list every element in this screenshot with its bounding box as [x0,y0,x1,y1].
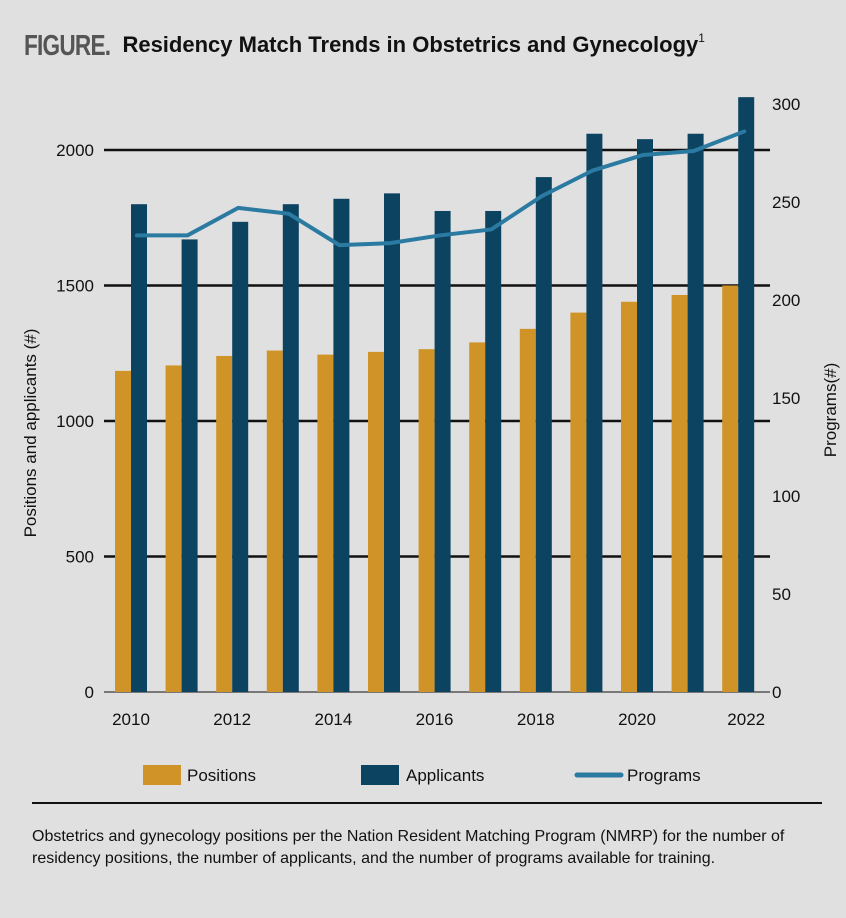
figure-title-text: Residency Match Trends in Obstetrics and… [122,32,699,57]
applicants-bar-2020 [637,139,653,692]
right-tick-0: 0 [772,683,781,702]
applicants-bar-2010 [131,204,147,692]
left-tick-1000: 1000 [56,412,94,431]
figure-title: Residency Match Trends in Obstetrics and… [122,31,705,57]
applicants-bar-2022 [738,97,755,692]
right-tick-150: 150 [772,389,800,408]
footnote-marker: 1 [698,31,705,45]
positions-bar-2021 [671,294,688,692]
figure-title-row: FIGURE. Residency Match Trends in Obstet… [24,30,824,63]
applicants-bar-2014 [333,198,350,692]
positions-bar-2014 [317,354,334,692]
applicants-bar-2021 [687,133,704,693]
positions-bar-2017 [469,342,486,692]
legend-applicants-swatch [361,765,399,785]
applicants-bar-2013 [282,204,299,692]
right-tick-200: 200 [772,291,800,310]
left-tick-500: 500 [66,548,94,567]
positions-bar-2019 [570,312,587,692]
figure-caption: Obstetrics and gynecology positions per … [32,828,785,867]
right-tick-100: 100 [772,487,800,506]
left-axis-label: Positions and applicants (#) [21,329,40,538]
x-tick-2010: 2010 [112,710,150,729]
applicants-bar-2015 [384,193,400,693]
legend: Positions Applicants Programs [143,765,701,785]
legend-positions-swatch [143,765,181,785]
positions-bar-2013 [266,350,283,692]
positions-bar-2012 [216,355,233,692]
positions-bar-2015 [368,351,384,692]
applicants-bar-2011 [181,239,198,692]
x-tick-2022: 2022 [727,710,765,729]
left-tick-0: 0 [85,683,94,702]
applicants-bar-2018 [535,177,552,693]
right-axis: 0 50 100 150 200 250 300 [772,95,800,702]
positions-bar-2022 [722,285,739,692]
right-tick-300: 300 [772,95,800,114]
chart-svg: 0 500 1000 1500 2000 0 50 100 150 200 250 300 2010… [21,95,840,785]
x-tick-2012: 2012 [213,710,251,729]
x-tick-2014: 2014 [314,710,352,729]
programs-line [135,129,747,248]
right-tick-250: 250 [772,193,800,212]
positions-bar-2020 [621,301,637,692]
left-tick-2000: 2000 [56,141,94,160]
left-axis: 0 500 1000 1500 2000 [56,141,94,702]
positions-bar-2018 [519,328,536,692]
positions-bar-2011 [165,365,182,692]
right-tick-50: 50 [772,585,791,604]
x-tick-2016: 2016 [416,710,454,729]
positions-bar-2016 [418,349,435,692]
positions-bar-2010 [115,370,131,692]
applicants-bar-2016 [434,210,451,692]
right-axis-label: Programs(#) [821,363,840,457]
caption-divider [32,802,822,804]
legend-applicants-label: Applicants [406,766,484,785]
x-axis: 2010 2012 2014 2016 2018 2020 2022 [112,710,765,729]
applicants-bar-2012 [232,221,249,692]
bars [115,97,755,693]
applicants-bar-2017 [485,210,502,692]
legend-positions-label: Positions [187,766,256,785]
applicants-bar-2019 [586,133,603,693]
x-tick-2018: 2018 [517,710,555,729]
left-tick-1500: 1500 [56,277,94,296]
x-tick-2020: 2020 [618,710,656,729]
legend-programs-label: Programs [627,766,701,785]
